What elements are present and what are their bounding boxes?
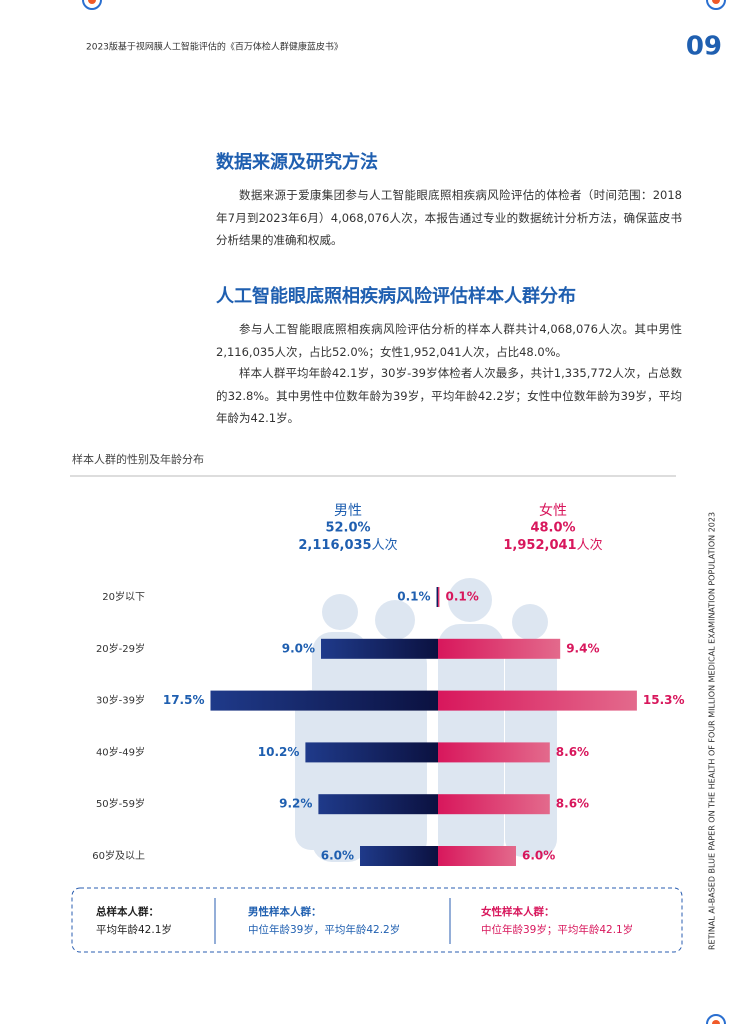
category-label: 40岁-49岁 bbox=[96, 745, 145, 758]
decor bbox=[712, 0, 720, 4]
summary-title: 女性样本人群： bbox=[481, 905, 555, 918]
page-number: 09 bbox=[686, 32, 722, 62]
summary-text: 中位年龄39岁；平均年龄42.1岁 bbox=[481, 923, 633, 936]
value-label: 0.1% bbox=[397, 590, 430, 604]
legend-name: 男性 bbox=[334, 503, 362, 519]
legend-count-unit: 人次 bbox=[577, 537, 603, 553]
paragraph: 样本人群平均年龄42.1岁，30岁-39岁体检者人次最多，共计1,335,772… bbox=[216, 366, 682, 425]
summary-box bbox=[71, 887, 683, 953]
bar bbox=[305, 742, 438, 763]
legend-count: 1,952,041人次 bbox=[503, 537, 602, 553]
legend-share: 48.0% bbox=[530, 521, 575, 536]
bar bbox=[438, 587, 440, 607]
decor bbox=[88, 0, 96, 4]
bar bbox=[438, 794, 550, 815]
decor bbox=[712, 1020, 720, 1024]
bar bbox=[438, 742, 550, 763]
decor bbox=[706, 1014, 726, 1024]
bar bbox=[436, 587, 438, 607]
category-label: 20岁以下 bbox=[102, 590, 145, 603]
section-title: 数据来源及研究方法 bbox=[216, 152, 378, 173]
value-label: 9.0% bbox=[282, 641, 315, 655]
bar bbox=[360, 846, 438, 866]
header-title: 2023版基于视网膜人工智能评估的《百万体检人群健康蓝皮书》 bbox=[86, 41, 343, 53]
decor bbox=[82, 0, 102, 10]
value-label: 15.3% bbox=[643, 693, 685, 707]
bar bbox=[438, 638, 561, 659]
summary-text: 中位年龄39岁，平均年龄42.2岁 bbox=[248, 923, 400, 936]
bar bbox=[438, 690, 637, 711]
category-label: 60岁及以上 bbox=[92, 849, 145, 862]
side-text: RETINAL AI-BASED BLUE PAPER ON THE HEALT… bbox=[708, 512, 717, 950]
legend-count: 2,116,035人次 bbox=[298, 537, 397, 553]
value-label: 8.6% bbox=[556, 797, 589, 811]
decor bbox=[706, 0, 726, 10]
bar bbox=[438, 846, 516, 866]
bar bbox=[210, 690, 438, 711]
value-label: 17.5% bbox=[163, 693, 205, 707]
legend-count-value: 1,952,041 bbox=[503, 538, 576, 553]
value-label: 0.1% bbox=[446, 590, 479, 604]
legend-name: 女性 bbox=[539, 502, 567, 519]
bar bbox=[321, 638, 438, 659]
value-label: 6.0% bbox=[321, 849, 354, 863]
value-label: 9.2% bbox=[279, 797, 312, 811]
category-label: 50岁-59岁 bbox=[96, 797, 145, 810]
paragraph: 数据来源于爱康集团参与人工智能眼底照相疾病风险评估的体检者（时间范围：2018年… bbox=[216, 188, 682, 247]
summary-title: 男性样本人群： bbox=[248, 905, 322, 918]
value-label: 9.4% bbox=[566, 641, 599, 655]
summary-text: 平均年龄42.1岁 bbox=[96, 923, 172, 936]
legend-count-unit: 人次 bbox=[372, 537, 398, 553]
paragraph: 参与人工智能眼底照相疾病风险评估分析的样本人群共计4,068,076人次。其中男… bbox=[216, 322, 682, 359]
value-label: 8.6% bbox=[556, 745, 589, 759]
bar bbox=[318, 794, 438, 815]
value-label: 6.0% bbox=[522, 849, 555, 863]
chart-title: 样本人群的性别及年龄分布 bbox=[72, 452, 204, 466]
category-label: 20岁-29岁 bbox=[96, 642, 145, 655]
value-label: 10.2% bbox=[258, 745, 300, 759]
summary-title: 总样本人群： bbox=[96, 905, 159, 918]
silhouettes bbox=[295, 578, 557, 864]
legend-count-value: 2,116,035 bbox=[298, 538, 371, 553]
category-label: 30岁-39岁 bbox=[96, 694, 145, 707]
legend-share: 52.0% bbox=[325, 521, 370, 536]
section-title: 人工智能眼底照相疾病风险评估样本人群分布 bbox=[216, 286, 576, 307]
